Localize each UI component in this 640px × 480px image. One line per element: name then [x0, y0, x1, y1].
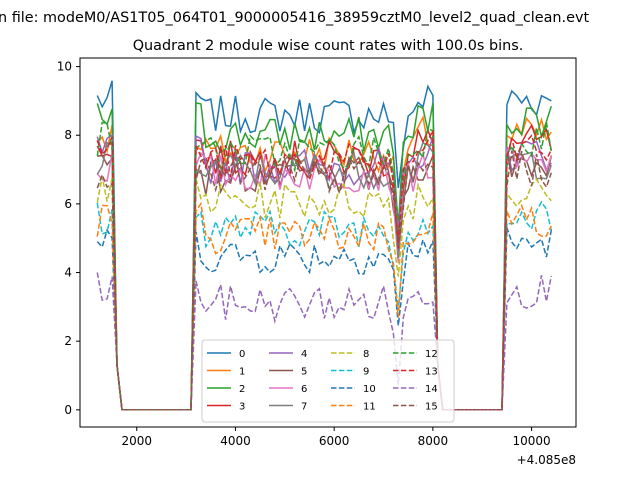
x-tick-label: 4000: [220, 434, 251, 448]
figure-suptitle: n file: modeM0/AS1T05_064T01_9000005416_…: [0, 10, 589, 26]
series-line-15: [96, 150, 553, 411]
legend-box: [201, 339, 455, 423]
series-layer: [96, 80, 553, 411]
legend-label-3: 3: [239, 402, 245, 413]
x-tick-label: 10000: [512, 434, 550, 448]
chart-title: Quadrant 2 module wise count rates with …: [133, 38, 524, 54]
legend-label-0: 0: [239, 349, 245, 360]
legend-label-12: 12: [425, 349, 438, 360]
legend-label-6: 6: [301, 384, 307, 395]
y-tick-label: 4: [64, 266, 72, 280]
legend-label-10: 10: [363, 384, 376, 395]
y-tick-label: 8: [64, 128, 72, 142]
legend-label-4: 4: [301, 349, 307, 360]
legend-label-1: 1: [239, 367, 245, 378]
y-tick-label: 10: [57, 60, 72, 74]
legend-label-11: 11: [363, 402, 376, 413]
legend-label-2: 2: [239, 384, 245, 395]
x-tick-label: 6000: [319, 434, 350, 448]
x-tick-label: 2000: [121, 434, 152, 448]
y-tick-label: 6: [64, 197, 72, 211]
x-offset-label: +4.085e8: [517, 453, 576, 467]
x-tick-label: 8000: [418, 434, 449, 448]
legend-label-5: 5: [301, 367, 307, 378]
legend-label-8: 8: [363, 349, 369, 360]
y-tick-label: 0: [64, 403, 72, 417]
plot-frame: [79, 57, 577, 428]
legend-label-7: 7: [301, 402, 307, 413]
legend-label-15: 15: [425, 402, 438, 413]
legend-label-13: 13: [425, 367, 438, 378]
legend-label-9: 9: [363, 367, 369, 378]
series-line-12: [96, 121, 553, 411]
legend-label-14: 14: [425, 384, 438, 395]
y-tick-label: 2: [64, 334, 72, 348]
